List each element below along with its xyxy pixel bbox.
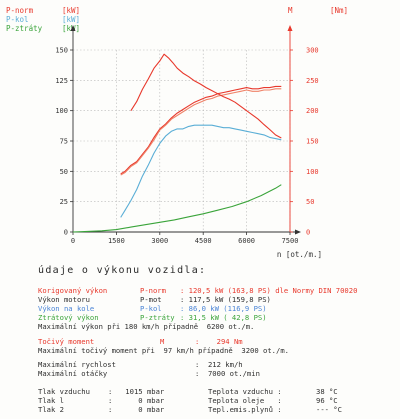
legend-unit-2: [kW] — [62, 15, 80, 24]
x-tick-label-4: 6000 — [238, 237, 255, 245]
row-pztraty-sym: P-ztráty — [140, 313, 175, 322]
max-torque-line: Maximální točivý moment při 97 km/h příp… — [38, 346, 289, 355]
env-airtemp-label: Teplota vzduchu : — [208, 387, 282, 396]
legend-unit-1: [kW] — [62, 6, 80, 15]
x-tick-label-3: 4500 — [195, 237, 212, 245]
right-axis-unit: [Nm] — [330, 6, 348, 15]
series-m-line — [130, 53, 282, 139]
x-tick-label-0: 0 — [71, 237, 75, 245]
y-right-tick-label-5: 250 — [306, 77, 319, 85]
row-pmot-label: Výkon motoru — [38, 295, 90, 304]
env-oiltemp-label: Teplota oleje : — [208, 396, 282, 405]
env-p1-label: Tlak l — [38, 396, 64, 405]
x-tick-label-5: 7500 — [282, 237, 299, 245]
row-pnorm-value: : 120,5 kW (163,8 PS) dle Normy DIN 7002… — [180, 286, 358, 295]
legend-pkol: P-kol — [6, 15, 29, 24]
env-p1-value: : 0 mbar — [108, 396, 165, 405]
y-right-tick-label-6: 300 — [306, 47, 319, 55]
y-left-tick-label-1: 25 — [60, 198, 68, 206]
row-pnorm-label: Korigovaný výkon — [38, 286, 108, 295]
max-rpm-value: : 7000 ot./min — [195, 369, 260, 378]
y-axis-right-arrow — [287, 25, 293, 31]
max-rpm-label: Maximální otáčky — [38, 369, 108, 378]
row-pztraty-value: : 31,5 kW ( 42,8 PS) — [180, 313, 267, 322]
y-left-tick-label-4: 100 — [55, 107, 68, 115]
x-tick-label-1: 1500 — [108, 237, 125, 245]
y-right-tick-label-1: 50 — [306, 198, 314, 206]
legend-pnorm: P-norm — [6, 6, 34, 15]
y-right-tick-label-2: 100 — [306, 168, 319, 176]
env-pressure-value: : 1015 mbar — [108, 387, 165, 396]
y-left-tick-label-3: 75 — [60, 138, 68, 146]
y-right-tick-label-3: 150 — [306, 138, 319, 146]
env-p2-value: : 0 mbar — [108, 405, 165, 414]
env-oiltemp-value: 96 °C — [316, 396, 338, 405]
right-axis-label: M — [288, 6, 293, 15]
torque-label: Točivý moment — [38, 337, 95, 346]
max-speed-label: Maximální rychlost — [38, 360, 116, 369]
y-left-tick-label-2: 50 — [60, 168, 68, 176]
legend-pztraty: P-ztráty — [6, 24, 43, 33]
row-pnorm-sym: P-norm — [140, 286, 166, 295]
env-pressure-label: Tlak vzduchu — [38, 387, 90, 396]
row-pkol-value: : 86,0 kW (116,9 PS) — [180, 304, 267, 313]
y-right-tick-label-4: 200 — [306, 107, 319, 115]
chart-legend: P-norm P-kol P-ztráty [kW] [kW] [kW] — [6, 6, 80, 33]
max-power-line: Maximální výkon při 180 km/h případně 62… — [38, 322, 255, 331]
x-tick-label-2: 3000 — [151, 237, 168, 245]
torque-sym: M — [160, 337, 165, 346]
legend-unit-3: [kW] — [62, 24, 80, 33]
row-pkol-label: Výkon na kole — [38, 304, 95, 313]
y-left-tick-label-6: 150 — [55, 47, 68, 55]
x-axis-arrow — [295, 229, 301, 235]
performance-summary: údaje o výkonu vozidla: Korigovaný výkon… — [0, 262, 400, 419]
row-pmot-sym: P-mot — [140, 295, 162, 304]
series-p-mot-line — [120, 88, 282, 176]
series-p-norm-line — [120, 85, 282, 175]
y-left-tick-label-5: 125 — [55, 77, 68, 85]
y-axis-left-arrow — [70, 25, 76, 31]
torque-value: : 294 Nm — [195, 337, 243, 346]
row-pkol-sym: P-kol — [140, 304, 162, 313]
env-airtemp-value: 38 °C — [316, 387, 338, 396]
row-pztraty-label: Ztrátový výkon — [38, 313, 99, 322]
row-pmot-value: : 117,5 kW (159,8 PS) — [180, 295, 271, 304]
env-exhaust-label: Tepl.emis.plynů : — [208, 405, 282, 414]
max-speed-value: : 212 km/h — [195, 360, 243, 369]
env-exhaust-value: --- °C — [316, 405, 342, 414]
env-p2-label: Tlak 2 — [38, 405, 64, 414]
series-p-ztr-ty-line — [72, 184, 282, 233]
x-axis-label: n [ot./m.] — [277, 250, 322, 259]
series-p-kol-line — [120, 124, 282, 218]
power-chart: P-norm P-kol P-ztráty [kW] [kW] [kW] M [… — [6, 6, 348, 259]
y-right-tick-label-0: 0 — [306, 229, 310, 237]
y-left-tick-label-0: 0 — [64, 229, 68, 237]
summary-heading: údaje o výkonu vozidla: — [38, 265, 207, 276]
